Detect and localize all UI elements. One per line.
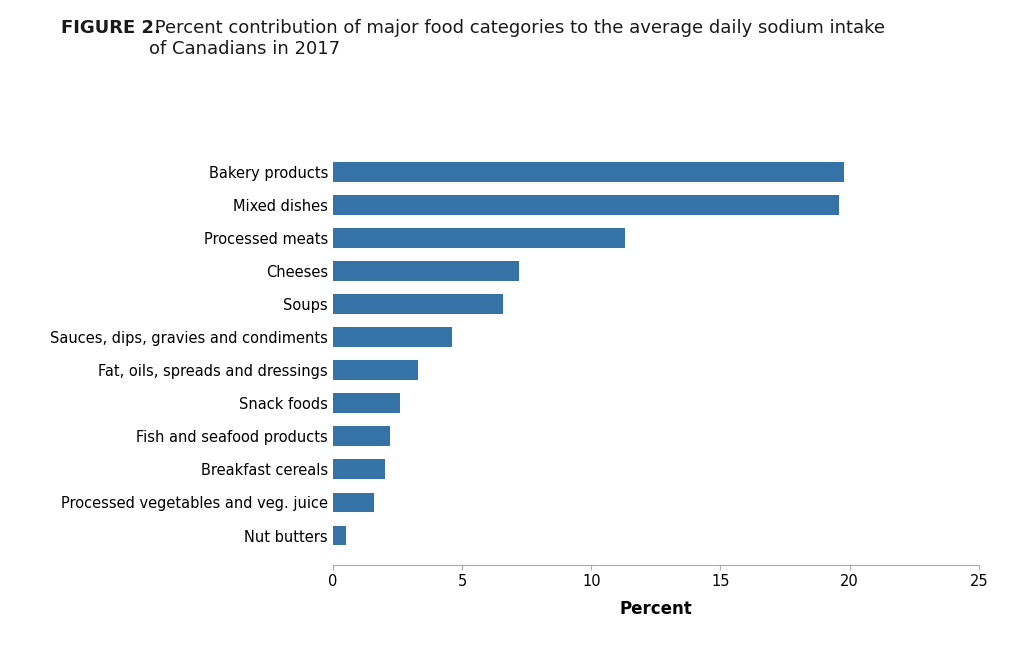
Bar bbox=[333, 162, 845, 182]
Text: Percent contribution of major food categories to the average daily sodium intake: Percent contribution of major food categ… bbox=[149, 19, 885, 58]
Bar bbox=[333, 261, 519, 281]
Bar bbox=[333, 426, 389, 447]
Bar bbox=[333, 526, 346, 545]
Bar bbox=[333, 294, 503, 314]
Bar bbox=[333, 493, 374, 513]
Bar bbox=[333, 360, 418, 380]
Bar bbox=[333, 393, 401, 413]
Bar bbox=[333, 327, 452, 347]
Bar bbox=[333, 228, 625, 248]
Bar bbox=[333, 195, 839, 215]
Text: FIGURE 2.: FIGURE 2. bbox=[61, 19, 160, 38]
Bar bbox=[333, 459, 384, 480]
X-axis label: Percent: Percent bbox=[620, 600, 692, 618]
